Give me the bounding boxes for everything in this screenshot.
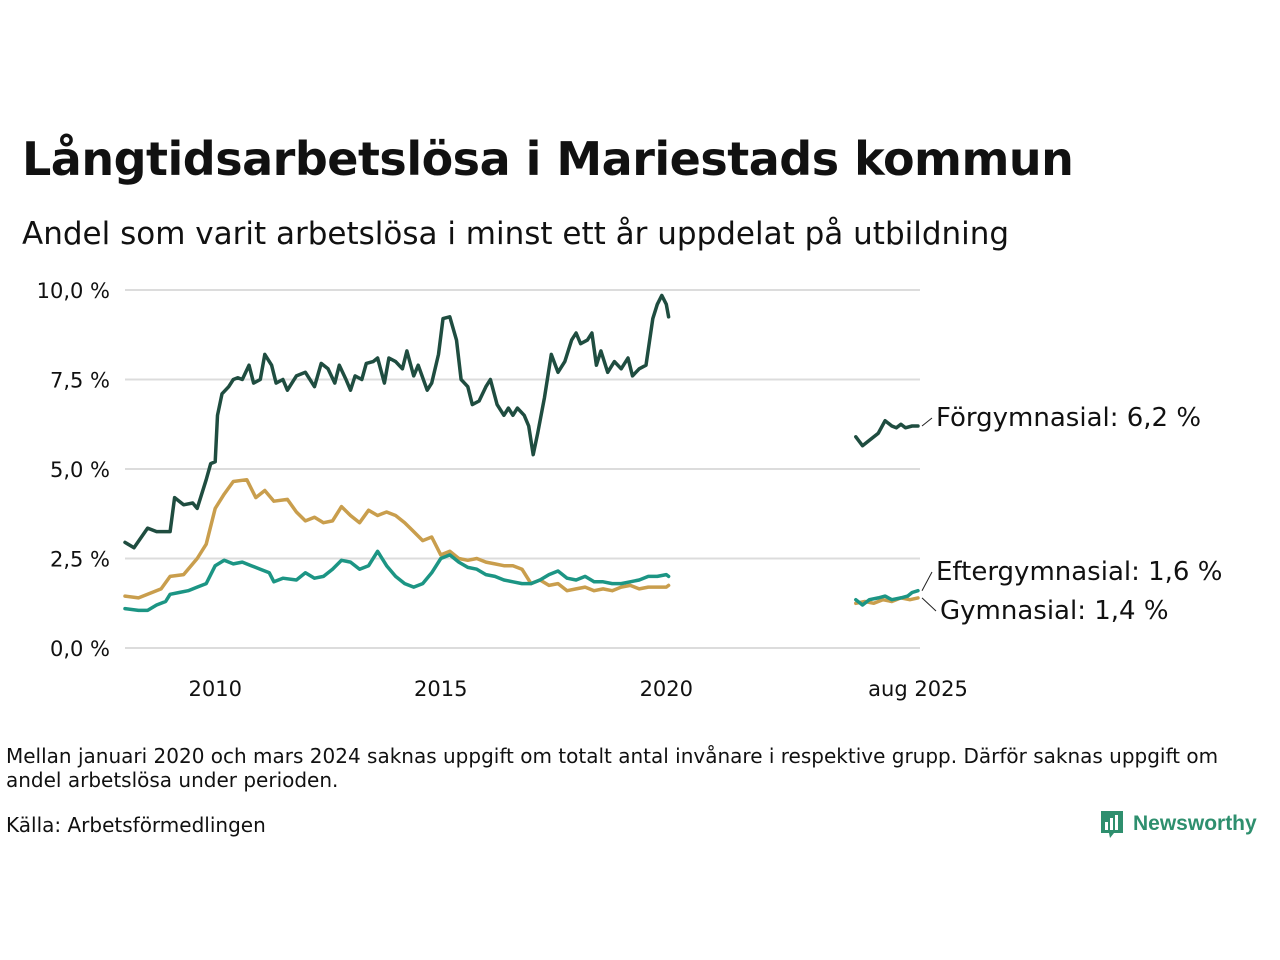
newsworthy-logo[interactable]: Newsworthy [1099,809,1257,839]
grid-layer [125,289,920,649]
y-tick-label: 5,0 % [50,458,110,482]
x-tick-label: aug 2025 [868,677,968,701]
bar-chart-icon [1101,811,1123,838]
chart-title: Långtidsarbetslösa i Mariestads kommun [22,132,1074,186]
leader-line [921,571,933,591]
x-tick-label: 2015 [414,677,467,701]
y-tick-label: 10,0 % [37,279,110,303]
series-line-gymnasial [123,477,671,600]
y-axis-labels: 0,0 % 2,5 % 5,0 % 7,5 % 10,0 % [37,279,110,661]
series-line-forgymnasial [123,293,671,550]
footnote: Mellan januari 2020 och mars 2024 saknas… [6,744,1219,792]
leader-line [921,417,933,427]
y-tick-label: 0,0 % [50,637,110,661]
logo-text: Newsworthy [1133,812,1257,835]
series-line-eftergymnasial [854,588,920,607]
end-label-eftergymnasial: Eftergymnasial: 1,6 % [936,557,1222,587]
end-label-gymnasial: Gymnasial: 1,4 % [940,596,1169,626]
series-line-forgymnasial [854,418,920,448]
end-label-forgymnasial: Förgymnasial: 6,2 % [936,403,1201,433]
series-line-eftergymnasial [123,549,671,613]
chart-subtitle: Andel som varit arbetslösa i minst ett å… [22,216,1010,252]
end-labels: Förgymnasial: 6,2 % Gymnasial: 1,4 % Efter… [921,403,1222,626]
leader-line [921,597,937,612]
source-text: Källa: Arbetsförmedlingen [6,813,266,837]
x-tick-label: 2020 [640,677,693,701]
line-chart: 0,0 % 2,5 % 5,0 % 7,5 % 10,0 % 2010 2015 2020 a… [37,279,1223,701]
series-lines [123,293,920,613]
x-axis-labels: 2010 2015 2020 aug 2025 [188,677,967,701]
y-tick-label: 7,5 % [50,369,110,393]
x-tick-label: 2010 [188,677,241,701]
y-tick-label: 2,5 % [50,548,110,572]
